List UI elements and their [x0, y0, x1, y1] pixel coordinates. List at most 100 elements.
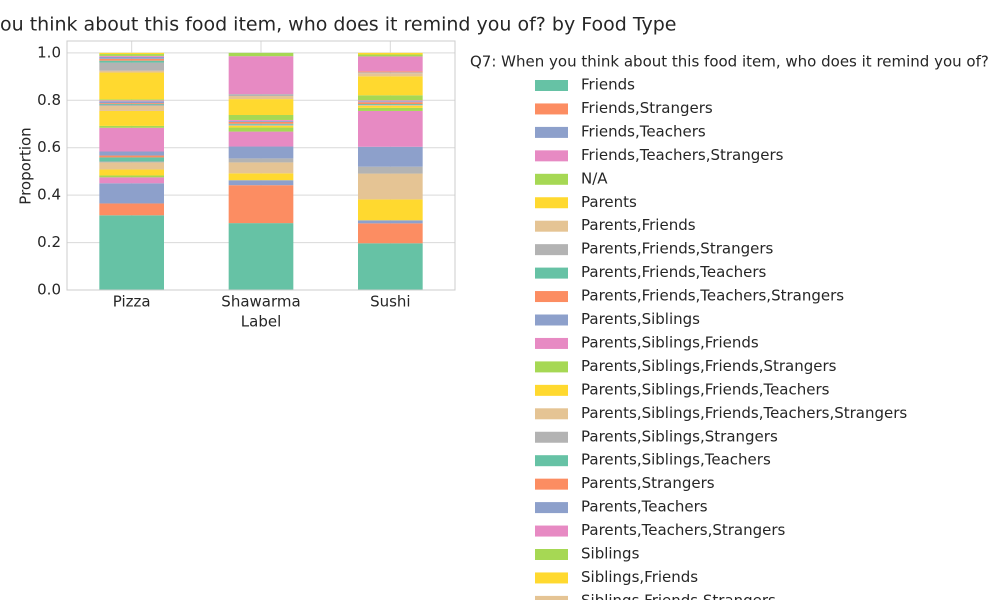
bar-segment [358, 105, 423, 108]
legend-swatch [535, 126, 568, 138]
bar-segment [228, 162, 294, 174]
bar-segment [99, 99, 164, 101]
bar-segment [358, 220, 423, 224]
bar-segment [358, 107, 423, 111]
bar-segment [99, 151, 164, 156]
bar-segment [228, 121, 294, 124]
legend-swatch [535, 525, 568, 537]
bar-segment [358, 199, 423, 221]
bar-segment [99, 175, 164, 178]
bar-segment [228, 124, 294, 126]
legend-label: Parents,Siblings,Friends,Strangers [581, 357, 837, 375]
bar-segment [358, 102, 423, 105]
bar-segment [99, 55, 164, 57]
legend-label: Parents,Strangers [581, 474, 715, 492]
bar-segment [358, 101, 423, 103]
legend-label: Friends,Teachers [581, 122, 706, 140]
legend-swatch [535, 291, 568, 303]
y-tick-label: 0.4 [37, 186, 61, 204]
legend-swatch [535, 103, 568, 115]
legend-swatch [535, 384, 568, 396]
legend-label: Friends [581, 76, 635, 94]
bar-segment [228, 114, 294, 120]
bar-segment [99, 203, 164, 216]
legend-label: Parents [581, 193, 637, 211]
bar-segment [99, 105, 164, 106]
bar-segment [228, 125, 294, 128]
bar-segment [99, 183, 164, 204]
legend-label: Friends,Strangers [581, 99, 713, 117]
bar-segment [358, 52, 423, 55]
legend-title: Q7: When you think about this food item,… [470, 53, 989, 71]
legend-label: Parents,Siblings,Friends,Teachers,Strang… [581, 404, 907, 422]
legend-label: Parents,Siblings [581, 310, 700, 328]
legend-label: Parents,Friends,Strangers [581, 240, 773, 258]
legend-swatch [535, 431, 568, 443]
bar-segment [228, 120, 294, 122]
legend-label: Siblings,Friends [581, 568, 698, 586]
bar-segment [99, 72, 164, 100]
legend-label: Parents,Friends [581, 216, 696, 234]
legend-swatch [535, 267, 568, 279]
legend-label: Parents,Friends,Teachers [581, 263, 766, 281]
x-tick-label: Sushi [370, 293, 411, 311]
bar-segment [99, 125, 164, 128]
y-tick-label: 0.8 [37, 91, 61, 109]
legend-swatch [535, 244, 568, 256]
legend-swatch [535, 455, 568, 467]
x-axis-label: Label [241, 313, 281, 331]
bar-segment [228, 119, 294, 121]
bar-segment [228, 158, 294, 163]
bar-segment [99, 127, 164, 152]
legend-swatch [535, 572, 568, 584]
bar-segment [228, 94, 294, 97]
legend-label: Siblings,Friends,Strangers [581, 591, 776, 600]
bar-segment [358, 72, 423, 74]
legend-swatch [535, 337, 568, 349]
bar-segment [99, 104, 164, 106]
bar-segment [99, 70, 164, 73]
legend-label: Parents,Siblings,Strangers [581, 427, 778, 445]
bar-segment [99, 62, 164, 71]
legend-swatch [535, 478, 568, 490]
legend-label: N/A [581, 169, 608, 187]
bar-segment [99, 105, 164, 111]
bar-segment [99, 100, 164, 102]
bar-segment [228, 131, 294, 147]
bar-segment [228, 127, 294, 132]
bar-segment [228, 180, 294, 186]
plot-frame [66, 40, 456, 291]
bar-segment [99, 60, 164, 63]
bar-segment [99, 161, 164, 163]
bar-segment [99, 110, 164, 126]
bar-segment [99, 52, 164, 55]
y-tick-label: 0.2 [37, 233, 61, 251]
y-tick-label: 0.6 [37, 138, 61, 156]
bar-segment [99, 169, 164, 176]
bar-segment [358, 104, 423, 106]
bar-segment [358, 54, 423, 57]
bar-segment [358, 100, 423, 102]
bar-segment [99, 157, 164, 162]
legend-swatch [535, 197, 568, 209]
bar-segment [358, 95, 423, 101]
bar-segment [358, 243, 423, 290]
legend-swatch [535, 220, 568, 232]
bar-segment [358, 110, 423, 147]
legend-label: Parents,Teachers [581, 498, 708, 516]
legend-swatch [535, 595, 568, 600]
bar-segment [228, 99, 294, 115]
y-tick-label: 0.0 [37, 281, 61, 299]
bar-segment [99, 54, 164, 56]
bar-segment [358, 146, 423, 167]
bar-segment [358, 71, 423, 73]
legend-swatch [535, 361, 568, 373]
bar-segment [228, 185, 294, 224]
legend-swatch [535, 150, 568, 162]
legend-swatch [535, 80, 568, 91]
bar-segment [99, 155, 164, 158]
bar-segment [228, 96, 294, 100]
legend-swatch [535, 314, 568, 326]
legend-label: Parents,Siblings,Friends [581, 333, 759, 351]
